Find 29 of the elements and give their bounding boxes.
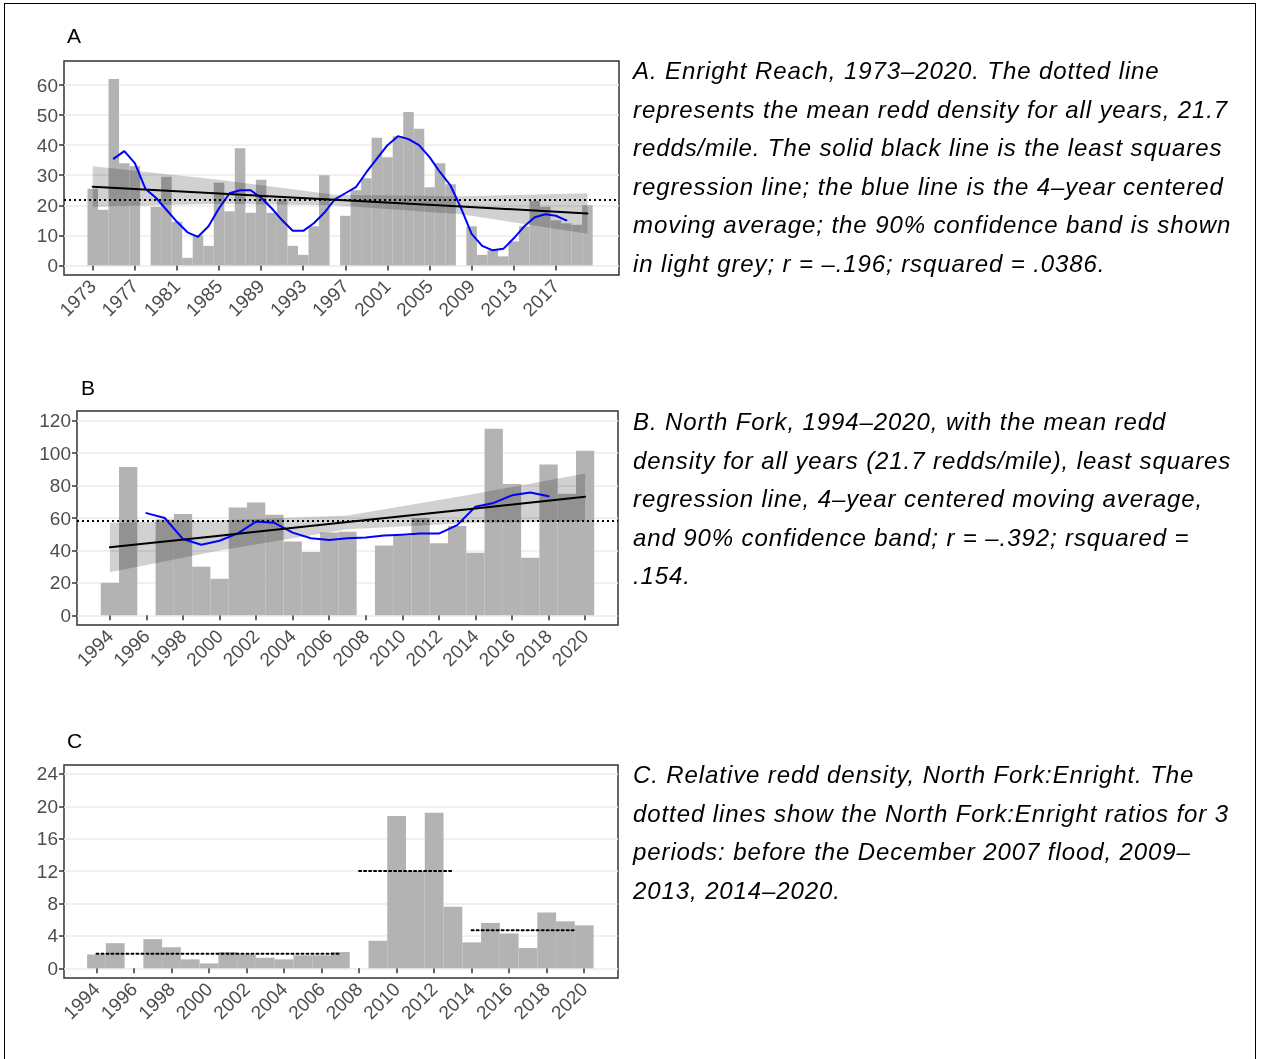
text: A. Enright Reach, 1973–2020. The dotted line represents the mean redd density for all years, 21.7 redds/mile. The solid black line is the least squares regression line; the blue line is the 4–year centered moving average; the 90% confidence band is shown in light grey; r = –.196; rsquared = .0386. [633, 56, 1233, 279]
line-series [145, 491, 550, 546]
y-tick-label: 0 [60, 604, 71, 626]
text: B. North Fork, 1994–2020, with the mean redd density for all years (21.7 redds/mile), least squares regression line, 4–year centered moving average, and 90% confidence band; r = –.392; rsquared = .154. [633, 407, 1233, 591]
y-tick-label: 60 [49, 507, 71, 529]
y-tick-label: 16 [36, 828, 58, 850]
y-tick-label: 80 [49, 475, 71, 497]
text: C. Relative redd density, North Fork:Enright. The dotted lines show the North Fork:Enright ratios for 3 periods: before the December 2007 flood, 2009–2013, 2014–2020. [633, 760, 1230, 906]
y-tick-label: 24 [36, 763, 59, 785]
y-tick-label: 40 [36, 134, 58, 156]
chart-title: A [67, 24, 82, 47]
y-tick-label: 50 [36, 104, 58, 126]
y-tick-label: 60 [36, 74, 58, 96]
y-tick-label: 0 [47, 254, 58, 276]
y-tick-label: 0 [47, 957, 58, 979]
y-tick-label: 4 [47, 925, 59, 947]
y-tick-label: 40 [49, 539, 71, 561]
y-tick-label: 100 [39, 442, 71, 464]
y-tick-label: 10 [36, 224, 58, 246]
y-tick-label: 12 [36, 860, 58, 882]
y-tick-label: 8 [47, 892, 58, 914]
y-tick-label: 20 [49, 572, 71, 594]
y-tick-label: 20 [36, 795, 58, 817]
line-series [112, 135, 568, 252]
y-tick-label: 120 [39, 410, 71, 432]
chart-title: C [67, 729, 83, 752]
y-tick-label: 30 [36, 164, 58, 186]
y-tick-label: 20 [36, 194, 58, 216]
chart-title: B [81, 376, 96, 399]
